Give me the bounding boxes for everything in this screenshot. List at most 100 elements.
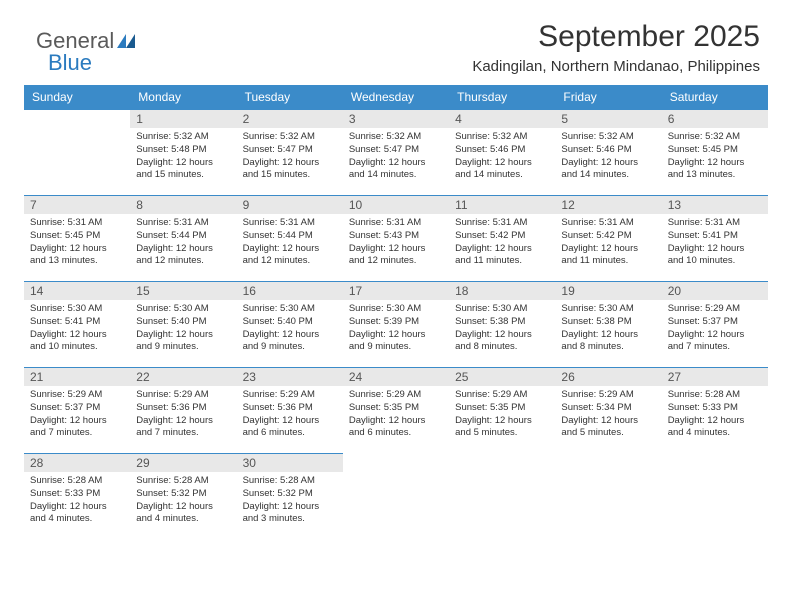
calendar-cell: 20Sunrise: 5:29 AMSunset: 5:37 PMDayligh… — [662, 282, 768, 368]
calendar-cell: 4Sunrise: 5:32 AMSunset: 5:46 PMDaylight… — [449, 110, 555, 196]
day-number: 30 — [237, 454, 343, 472]
page-header: September 2025 Kadingilan, Northern Mind… — [24, 20, 768, 75]
day-details: Sunrise: 5:32 AMSunset: 5:47 PMDaylight:… — [237, 128, 343, 185]
day-details: Sunrise: 5:28 AMSunset: 5:33 PMDaylight:… — [662, 386, 768, 443]
day-details: Sunrise: 5:32 AMSunset: 5:48 PMDaylight:… — [130, 128, 236, 185]
sunset-line: Sunset: 5:42 PM — [455, 230, 549, 243]
daylight-line: Daylight: 12 hours and 4 minutes. — [136, 501, 230, 527]
calendar-cell: 19Sunrise: 5:30 AMSunset: 5:38 PMDayligh… — [555, 282, 661, 368]
sunrise-line: Sunrise: 5:29 AM — [668, 303, 762, 316]
day-details: Sunrise: 5:29 AMSunset: 5:35 PMDaylight:… — [449, 386, 555, 443]
calendar-cell — [24, 110, 130, 196]
days-of-week-row: SundayMondayTuesdayWednesdayThursdayFrid… — [24, 85, 768, 110]
daylight-line: Daylight: 12 hours and 8 minutes. — [455, 329, 549, 355]
calendar-cell: 11Sunrise: 5:31 AMSunset: 5:42 PMDayligh… — [449, 196, 555, 282]
day-number: 23 — [237, 368, 343, 386]
sunset-line: Sunset: 5:46 PM — [455, 144, 549, 157]
sunrise-line: Sunrise: 5:31 AM — [455, 217, 549, 230]
calendar-cell — [449, 454, 555, 540]
daylight-line: Daylight: 12 hours and 3 minutes. — [243, 501, 337, 527]
calendar-cell: 13Sunrise: 5:31 AMSunset: 5:41 PMDayligh… — [662, 196, 768, 282]
daylight-line: Daylight: 12 hours and 9 minutes. — [349, 329, 443, 355]
day-details: Sunrise: 5:29 AMSunset: 5:35 PMDaylight:… — [343, 386, 449, 443]
calendar-cell: 7Sunrise: 5:31 AMSunset: 5:45 PMDaylight… — [24, 196, 130, 282]
sunset-line: Sunset: 5:38 PM — [455, 316, 549, 329]
sunset-line: Sunset: 5:37 PM — [30, 402, 124, 415]
sunrise-line: Sunrise: 5:30 AM — [30, 303, 124, 316]
sunset-line: Sunset: 5:45 PM — [30, 230, 124, 243]
calendar-cell: 22Sunrise: 5:29 AMSunset: 5:36 PMDayligh… — [130, 368, 236, 454]
sunset-line: Sunset: 5:33 PM — [30, 488, 124, 501]
day-number: 10 — [343, 196, 449, 214]
day-number: 26 — [555, 368, 661, 386]
day-details: Sunrise: 5:30 AMSunset: 5:40 PMDaylight:… — [237, 300, 343, 357]
daylight-line: Daylight: 12 hours and 13 minutes. — [668, 157, 762, 183]
sunset-line: Sunset: 5:47 PM — [243, 144, 337, 157]
sunrise-line: Sunrise: 5:31 AM — [561, 217, 655, 230]
sunrise-line: Sunrise: 5:28 AM — [30, 475, 124, 488]
sunrise-line: Sunrise: 5:29 AM — [243, 389, 337, 402]
sunrise-line: Sunrise: 5:31 AM — [668, 217, 762, 230]
day-number: 18 — [449, 282, 555, 300]
day-details: Sunrise: 5:30 AMSunset: 5:41 PMDaylight:… — [24, 300, 130, 357]
calendar-cell — [343, 454, 449, 540]
sunrise-line: Sunrise: 5:29 AM — [561, 389, 655, 402]
sunrise-line: Sunrise: 5:29 AM — [349, 389, 443, 402]
day-number: 17 — [343, 282, 449, 300]
day-of-week-header: Tuesday — [237, 85, 343, 110]
sunset-line: Sunset: 5:42 PM — [561, 230, 655, 243]
logo-text-blue: Blue — [48, 50, 92, 76]
sunrise-line: Sunrise: 5:32 AM — [136, 131, 230, 144]
day-number: 27 — [662, 368, 768, 386]
day-details: Sunrise: 5:31 AMSunset: 5:45 PMDaylight:… — [24, 214, 130, 271]
calendar-cell: 14Sunrise: 5:30 AMSunset: 5:41 PMDayligh… — [24, 282, 130, 368]
daylight-line: Daylight: 12 hours and 14 minutes. — [349, 157, 443, 183]
location-subtitle: Kadingilan, Northern Mindanao, Philippin… — [24, 58, 760, 75]
calendar-table: SundayMondayTuesdayWednesdayThursdayFrid… — [24, 85, 768, 540]
day-number: 5 — [555, 110, 661, 128]
day-details: Sunrise: 5:28 AMSunset: 5:33 PMDaylight:… — [24, 472, 130, 529]
daylight-line: Daylight: 12 hours and 6 minutes. — [243, 415, 337, 441]
sunset-line: Sunset: 5:41 PM — [668, 230, 762, 243]
day-number: 9 — [237, 196, 343, 214]
calendar-cell: 30Sunrise: 5:28 AMSunset: 5:32 PMDayligh… — [237, 454, 343, 540]
daylight-line: Daylight: 12 hours and 15 minutes. — [243, 157, 337, 183]
calendar-body: 1Sunrise: 5:32 AMSunset: 5:48 PMDaylight… — [24, 110, 768, 540]
calendar-cell: 27Sunrise: 5:28 AMSunset: 5:33 PMDayligh… — [662, 368, 768, 454]
sunrise-line: Sunrise: 5:28 AM — [136, 475, 230, 488]
day-of-week-header: Saturday — [662, 85, 768, 110]
daylight-line: Daylight: 12 hours and 8 minutes. — [561, 329, 655, 355]
sunrise-line: Sunrise: 5:29 AM — [136, 389, 230, 402]
sunset-line: Sunset: 5:46 PM — [561, 144, 655, 157]
day-number: 29 — [130, 454, 236, 472]
daylight-line: Daylight: 12 hours and 7 minutes. — [668, 329, 762, 355]
day-number: 4 — [449, 110, 555, 128]
sunset-line: Sunset: 5:36 PM — [243, 402, 337, 415]
day-details: Sunrise: 5:31 AMSunset: 5:44 PMDaylight:… — [237, 214, 343, 271]
day-number: 6 — [662, 110, 768, 128]
sunrise-line: Sunrise: 5:32 AM — [243, 131, 337, 144]
sunset-line: Sunset: 5:33 PM — [668, 402, 762, 415]
day-number: 11 — [449, 196, 555, 214]
daylight-line: Daylight: 12 hours and 11 minutes. — [561, 243, 655, 269]
sunset-line: Sunset: 5:43 PM — [349, 230, 443, 243]
daylight-line: Daylight: 12 hours and 14 minutes. — [561, 157, 655, 183]
calendar-week-row: 28Sunrise: 5:28 AMSunset: 5:33 PMDayligh… — [24, 454, 768, 540]
day-details: Sunrise: 5:31 AMSunset: 5:44 PMDaylight:… — [130, 214, 236, 271]
daylight-line: Daylight: 12 hours and 12 minutes. — [243, 243, 337, 269]
day-details: Sunrise: 5:30 AMSunset: 5:39 PMDaylight:… — [343, 300, 449, 357]
sunset-line: Sunset: 5:35 PM — [349, 402, 443, 415]
day-details: Sunrise: 5:31 AMSunset: 5:41 PMDaylight:… — [662, 214, 768, 271]
day-of-week-header: Wednesday — [343, 85, 449, 110]
calendar-cell: 3Sunrise: 5:32 AMSunset: 5:47 PMDaylight… — [343, 110, 449, 196]
calendar-cell: 10Sunrise: 5:31 AMSunset: 5:43 PMDayligh… — [343, 196, 449, 282]
day-of-week-header: Sunday — [24, 85, 130, 110]
day-details: Sunrise: 5:32 AMSunset: 5:45 PMDaylight:… — [662, 128, 768, 185]
sunset-line: Sunset: 5:37 PM — [668, 316, 762, 329]
daylight-line: Daylight: 12 hours and 10 minutes. — [668, 243, 762, 269]
day-number: 15 — [130, 282, 236, 300]
daylight-line: Daylight: 12 hours and 7 minutes. — [30, 415, 124, 441]
calendar-cell: 8Sunrise: 5:31 AMSunset: 5:44 PMDaylight… — [130, 196, 236, 282]
day-details: Sunrise: 5:31 AMSunset: 5:42 PMDaylight:… — [555, 214, 661, 271]
day-details: Sunrise: 5:30 AMSunset: 5:38 PMDaylight:… — [449, 300, 555, 357]
